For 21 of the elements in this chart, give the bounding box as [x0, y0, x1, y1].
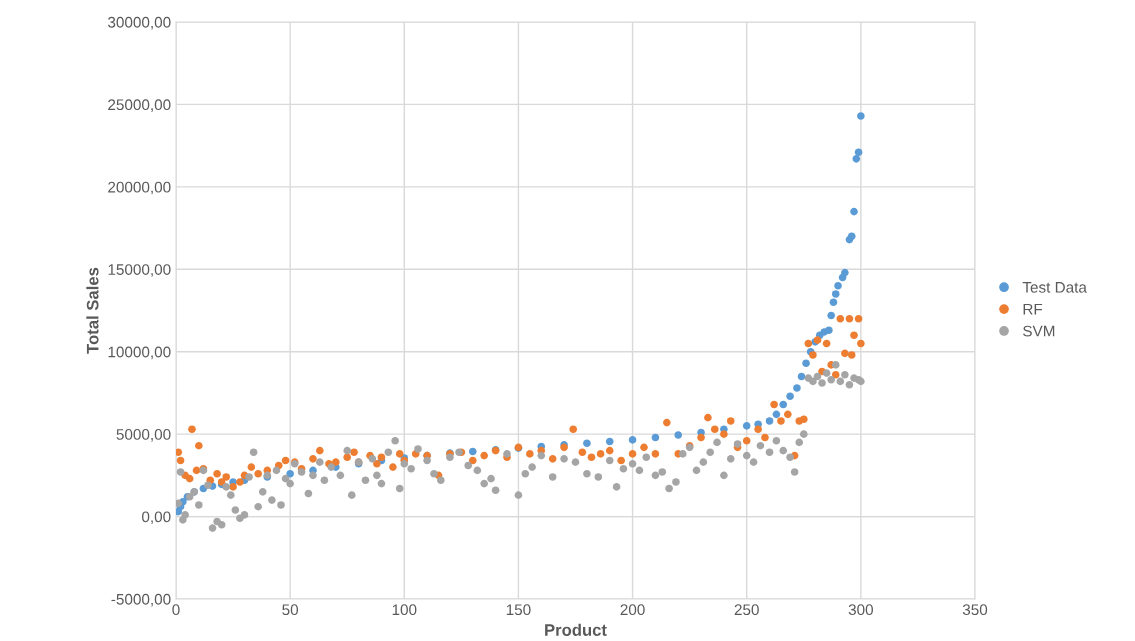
y-tick-label: -5000,00 — [111, 593, 171, 607]
x-axis-title: Product — [545, 623, 607, 636]
x-tick-label: 50 — [282, 604, 299, 616]
legend-label: SVM — [1023, 325, 1055, 337]
legend-label: RF — [1023, 303, 1043, 315]
y-tick-label: 10000,00 — [108, 346, 171, 360]
y-tick-label: 15000,00 — [108, 264, 171, 277]
x-tick-label: 250 — [734, 604, 759, 616]
y-tick-label: 25000,00 — [108, 99, 171, 112]
x-tick-label: 200 — [620, 604, 645, 616]
x-tick-label: 100 — [392, 604, 417, 616]
x-tick-label: 350 — [962, 604, 988, 616]
y-tick-label: 5000,00 — [116, 429, 171, 442]
y-tick-label: 0,00 — [142, 511, 171, 525]
x-tick-label: 0 — [172, 604, 180, 616]
x-tick-label: 300 — [848, 604, 874, 616]
legend-label: Test Data — [1022, 282, 1087, 293]
y-tick-label: 30000,00 — [108, 16, 171, 30]
x-tick-label: 150 — [506, 604, 531, 616]
y-tick-label: 20000,00 — [108, 181, 171, 195]
y-axis-title: Total Sales — [86, 267, 99, 354]
